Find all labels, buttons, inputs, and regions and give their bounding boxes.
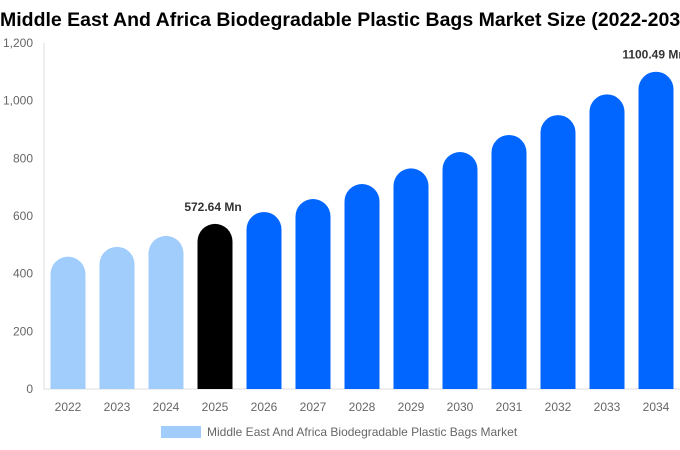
bar-2028 [344,183,380,389]
y-tick-label: 800 [13,151,33,165]
x-tick-label: 2031 [496,400,523,414]
bar-2032 [540,115,576,390]
y-tick-label: 0 [26,382,33,396]
y-tick-label: 1,200 [3,36,33,50]
x-tick-label: 2023 [104,400,131,414]
y-tick-label: 600 [13,209,33,223]
bar-2023 [99,246,135,389]
x-tick-label: 2034 [643,400,670,414]
bar-2027 [295,198,331,389]
bar-2033 [589,94,625,389]
x-tick-label: 2027 [300,400,327,414]
x-tick-label: 2026 [251,400,278,414]
data-label-2034: 1100.49 Mn [622,48,680,62]
bar-2029 [393,168,429,389]
y-tick-label: 1,000 [3,94,33,108]
chart-title: Middle East And Africa Biodegradable Pla… [0,9,680,31]
bar-2024 [148,235,184,389]
x-tick-label: 2033 [594,400,621,414]
bar-2030 [442,151,478,389]
bar-2031 [491,134,527,389]
data-label-2025: 572.64 Mn [184,200,241,214]
bar-2034 [638,71,674,389]
legend: Middle East And Africa Biodegradable Pla… [161,425,517,439]
bar-2026 [246,211,282,389]
x-tick-label: 2024 [153,400,180,414]
legend-label: Middle East And Africa Biodegradable Pla… [207,425,518,439]
y-tick-label: 200 [13,324,33,338]
y-tick-label: 400 [13,267,33,281]
x-tick-label: 2022 [55,400,82,414]
x-tick-label: 2028 [349,400,376,414]
legend-swatch [161,426,201,438]
x-tick-label: 2032 [545,400,572,414]
x-tick-label: 2029 [398,400,425,414]
bar-2025 [197,223,233,389]
x-tick-label: 2025 [202,400,229,414]
x-tick-label: 2030 [447,400,474,414]
bar-2022 [50,256,86,389]
